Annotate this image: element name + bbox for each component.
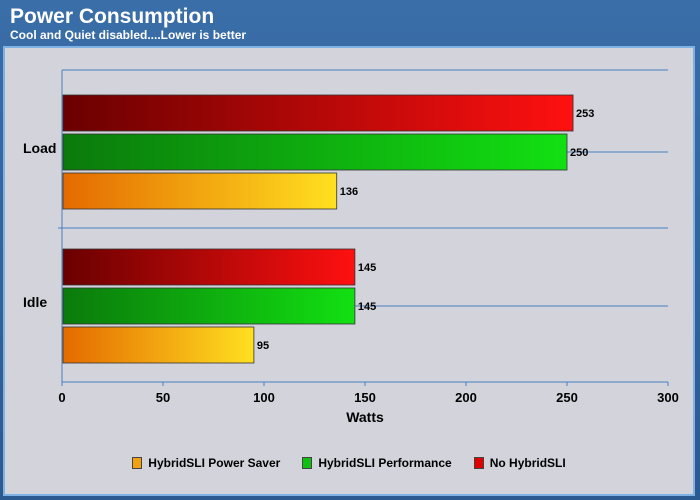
legend-swatch-performance [302, 457, 313, 469]
x-tick-label: 150 [354, 390, 376, 405]
bar-idle-hybridsli-power-saver [62, 326, 255, 364]
bar-load-hybridsli-performance [62, 133, 568, 171]
x-tick-label: 250 [556, 390, 578, 405]
x-tick-label: 50 [156, 390, 170, 405]
bar-load-no-hybridsli [62, 94, 574, 132]
bar-chart: 0 50 100 150 200 250 300 Watts Load 253 250 136 Idle… [23, 69, 679, 425]
x-tick-label: 0 [58, 390, 65, 405]
data-label-idle-hybridsli-power-saver: 95 [257, 340, 269, 352]
legend-item-power-saver: HybridSLI Power Saver [132, 456, 280, 470]
data-label-load-hybridsli-power-saver: 136 [340, 186, 358, 198]
legend-item-no-hybridsli: No HybridSLI [473, 456, 566, 470]
data-label-load-hybridsli-performance: 250 [570, 147, 588, 159]
legend-label-power-saver: HybridSLI Power Saver [148, 456, 281, 470]
x-tick-label: 100 [253, 390, 275, 405]
legend-swatch-no-hybridsli [473, 457, 484, 469]
data-label-load-no-hybridsli: 253 [576, 108, 594, 120]
bar-load-hybridsli-power-saver [62, 172, 338, 210]
x-tick-label: 300 [657, 390, 679, 405]
category-label-load: Load [23, 140, 56, 156]
plot-panel: 0 50 100 150 200 250 300 Watts Load 253 250 136 Idle… [3, 46, 695, 496]
legend-item-performance: HybridSLI Performance [302, 456, 452, 470]
data-label-idle-hybridsli-performance: 145 [358, 301, 376, 313]
legend: HybridSLI Power Saver HybridSLI Performa… [5, 453, 693, 473]
x-tick-label: 200 [455, 390, 477, 405]
x-axis-title: Watts [346, 409, 384, 425]
bar-idle-hybridsli-performance [62, 287, 356, 325]
legend-label-performance: HybridSLI Performance [318, 456, 452, 470]
bar-idle-no-hybridsli [62, 248, 356, 286]
legend-swatch-power-saver [132, 457, 143, 469]
legend-label-no-hybridsli: No HybridSLI [489, 456, 566, 470]
chart-title: Power Consumption [10, 5, 215, 28]
chart-subtitle: Cool and Quiet disabled....Lower is bett… [10, 28, 247, 42]
data-label-idle-no-hybridsli: 145 [358, 262, 376, 274]
category-label-idle: Idle [23, 294, 47, 310]
